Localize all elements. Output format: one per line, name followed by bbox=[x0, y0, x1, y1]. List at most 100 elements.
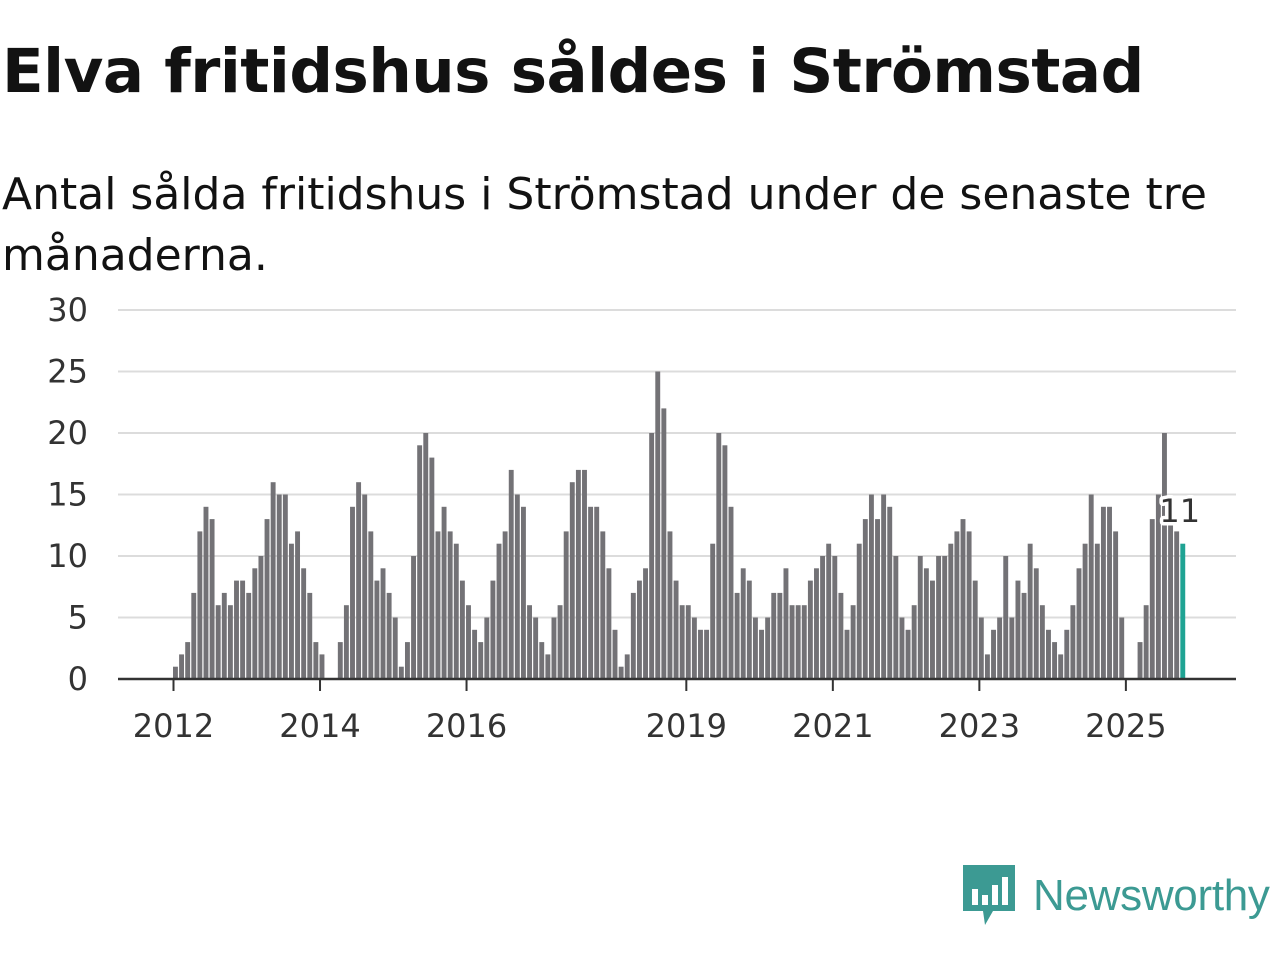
bar-15 bbox=[215, 605, 221, 679]
newsworthy-logo: Newsworthy bbox=[963, 864, 1270, 928]
bar-124 bbox=[881, 494, 887, 679]
bar-79 bbox=[606, 568, 612, 679]
bar-98 bbox=[722, 445, 728, 679]
bar-161 bbox=[1107, 506, 1112, 679]
bar-133 bbox=[936, 556, 942, 679]
bar-55 bbox=[459, 580, 465, 679]
bar-13 bbox=[203, 506, 209, 679]
bar-103 bbox=[752, 617, 758, 679]
bar-45 bbox=[398, 666, 404, 679]
bar-146 bbox=[1015, 580, 1021, 679]
bar-169 bbox=[1155, 494, 1161, 679]
bar-46 bbox=[404, 642, 410, 679]
chart-title: Elva fritidshus såldes i Strömstad bbox=[2, 36, 1144, 107]
x-axis: 2012 2014 2016 2019 2021 2023 2025 bbox=[118, 677, 1236, 745]
bar-135 bbox=[948, 543, 954, 679]
bar-38 bbox=[356, 482, 362, 679]
bar-144 bbox=[1003, 556, 1009, 679]
bar-11 bbox=[191, 592, 197, 679]
y-tick-label-25: 25 bbox=[47, 353, 88, 391]
bar-22 bbox=[258, 556, 264, 679]
bar-140 bbox=[978, 617, 984, 679]
bar-113 bbox=[814, 568, 819, 679]
bar-10 bbox=[185, 642, 191, 679]
bar-156 bbox=[1076, 568, 1082, 679]
bar-111 bbox=[801, 605, 807, 679]
bar-120 bbox=[856, 543, 862, 679]
bar-65 bbox=[520, 506, 526, 679]
bar-61 bbox=[496, 543, 502, 679]
bar-16 bbox=[221, 592, 227, 679]
bar-84 bbox=[636, 580, 642, 679]
bar-145 bbox=[1009, 617, 1015, 679]
bar-59 bbox=[484, 617, 490, 679]
bar-134 bbox=[942, 556, 948, 679]
bar-37 bbox=[350, 506, 355, 679]
bar-95 bbox=[704, 629, 710, 679]
bar-132 bbox=[930, 580, 935, 679]
bar-121 bbox=[862, 519, 868, 679]
bar-73 bbox=[569, 482, 575, 679]
bar-62 bbox=[502, 531, 508, 679]
bar-50 bbox=[429, 457, 435, 679]
bar-66 bbox=[527, 605, 532, 679]
bar-39 bbox=[362, 494, 368, 679]
bar-28 bbox=[295, 531, 301, 679]
y-tick-label-30: 30 bbox=[47, 291, 88, 329]
newsworthy-logo-icon bbox=[963, 865, 1015, 925]
gridlines bbox=[118, 309, 1236, 619]
y-tick-label-20: 20 bbox=[47, 414, 88, 452]
bar-143 bbox=[997, 617, 1003, 679]
bar-27 bbox=[288, 543, 294, 679]
bar-18 bbox=[234, 580, 239, 679]
bar-148 bbox=[1027, 543, 1033, 679]
bar-52 bbox=[441, 506, 447, 679]
x-tick-label-2021: 2021 bbox=[792, 707, 873, 745]
bar-162 bbox=[1113, 531, 1119, 679]
bar-12 bbox=[197, 531, 203, 679]
bar-159 bbox=[1094, 543, 1100, 679]
bar-57 bbox=[472, 629, 478, 679]
bar-96 bbox=[710, 543, 716, 679]
bar-56 bbox=[466, 605, 471, 679]
bar-112 bbox=[807, 580, 813, 679]
bar-100 bbox=[734, 592, 740, 679]
bar-40 bbox=[368, 531, 374, 679]
y-tick-label-0: 0 bbox=[68, 660, 88, 698]
bar-171 bbox=[1168, 519, 1174, 679]
bar-17 bbox=[227, 605, 233, 679]
x-tick-label-2019: 2019 bbox=[646, 707, 727, 745]
bar-49 bbox=[423, 433, 429, 679]
brand-name: Newsworthy bbox=[1033, 871, 1270, 920]
highlight-value-label: 11 bbox=[1159, 492, 1200, 530]
bar-67 bbox=[533, 617, 539, 679]
x-tick-label-2016: 2016 bbox=[426, 707, 507, 745]
bar-147 bbox=[1021, 592, 1027, 679]
bar-72 bbox=[563, 531, 569, 679]
bar-163 bbox=[1119, 617, 1125, 679]
bar-137 bbox=[960, 519, 966, 679]
bar-58 bbox=[478, 642, 484, 679]
bar-108 bbox=[783, 568, 789, 679]
x-tick-label-2012: 2012 bbox=[133, 707, 214, 745]
bar-51 bbox=[435, 531, 441, 679]
bar-106 bbox=[771, 592, 777, 679]
bar-71 bbox=[557, 605, 563, 679]
bar-78 bbox=[600, 531, 606, 679]
bar-87 bbox=[655, 371, 661, 679]
bar-150 bbox=[1039, 605, 1045, 679]
bar-69 bbox=[545, 654, 551, 679]
bar-117 bbox=[838, 592, 844, 679]
bar-64 bbox=[514, 494, 520, 679]
bar-154 bbox=[1064, 629, 1070, 679]
x-tick-label-2023: 2023 bbox=[939, 707, 1020, 745]
bar-93 bbox=[691, 617, 697, 679]
bar-158 bbox=[1088, 494, 1094, 679]
bar-166 bbox=[1137, 642, 1143, 679]
bar-14 bbox=[209, 519, 215, 679]
bar-26 bbox=[282, 494, 288, 679]
bar-47 bbox=[411, 556, 416, 679]
bar-168 bbox=[1149, 519, 1155, 679]
bar-172 bbox=[1174, 531, 1180, 679]
bar-44 bbox=[392, 617, 398, 679]
